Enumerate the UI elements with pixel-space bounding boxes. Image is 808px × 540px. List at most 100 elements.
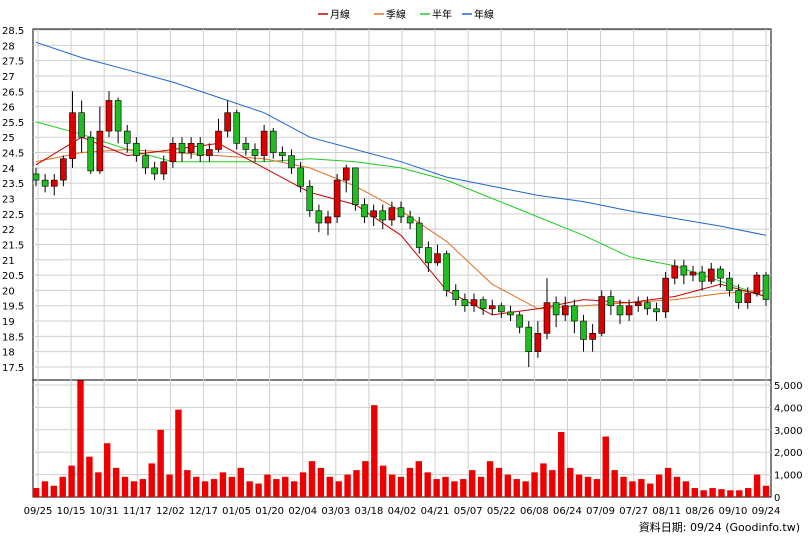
volume-bar [59, 476, 66, 497]
volume-bar [282, 476, 289, 497]
price-tick-label: 26 [2, 103, 15, 114]
candle-down [525, 326, 533, 352]
volume-bar [727, 490, 734, 497]
candle-up [434, 253, 441, 264]
candle-down [498, 305, 505, 313]
volume-bar [41, 481, 49, 497]
volume-tick-label: 0 [774, 493, 780, 504]
date-tick-label: 08/26 [685, 506, 714, 517]
candle-up [388, 207, 396, 221]
volume-bar [531, 472, 538, 497]
volume-bar [255, 483, 262, 497]
candle-down [178, 143, 186, 153]
volume-bar [397, 476, 405, 497]
volume-bar [68, 465, 75, 497]
date-tick-label: 05/07 [454, 506, 483, 517]
volume-bar [308, 461, 316, 497]
volume-bar [673, 476, 681, 497]
candle-down [516, 314, 523, 328]
candle-up [561, 305, 569, 316]
candle-down [269, 130, 277, 153]
volume-bar [753, 474, 761, 497]
candle-down [680, 265, 688, 276]
volume-bar [219, 472, 227, 497]
price-tick-label: 18 [2, 348, 15, 359]
data-date-footer: 資料日期: 09/24 (Goodinfo.tw) [638, 521, 800, 534]
candle-down [142, 155, 149, 169]
candle-down [552, 302, 560, 316]
volume-tick-label: 3,000 [774, 426, 803, 437]
candle-up [470, 299, 478, 307]
ma-line-halfyear [35, 121, 767, 297]
ma-line-month [35, 136, 767, 316]
candle-down [616, 305, 624, 316]
date-tick-label: 10/15 [57, 506, 86, 517]
price-tick-label: 24 [2, 164, 15, 175]
candle-up [324, 216, 332, 224]
volume-bar [388, 474, 396, 497]
volume-bar [86, 456, 93, 497]
date-tick-label: 10/31 [90, 506, 119, 517]
legend-label: 月線 [330, 8, 350, 21]
candle-down [78, 112, 85, 138]
date-tick-label: 09/25 [24, 506, 53, 517]
volume-bar [744, 488, 752, 497]
price-tick-label: 21 [2, 256, 15, 267]
volume-bar [344, 474, 351, 497]
date-tick-label: 09/24 [752, 506, 781, 517]
candle-up [488, 305, 496, 310]
volume-tick-label: 1,000 [774, 471, 803, 482]
candle-up [370, 210, 377, 218]
candle-up [689, 271, 697, 276]
candle-up [662, 277, 669, 313]
volume-bar [558, 432, 565, 497]
candle-down [397, 207, 405, 218]
volume-bar [495, 467, 503, 497]
candle-up [105, 100, 113, 132]
volume-bar [246, 481, 253, 497]
candle-down [233, 112, 241, 144]
volume-bar [184, 470, 191, 497]
price-tick-label: 22.5 [2, 210, 24, 221]
volume-bar [210, 479, 218, 497]
volume-bar [504, 474, 512, 497]
candle-down [425, 247, 432, 264]
candle-down [735, 290, 742, 303]
candle-up [598, 296, 606, 334]
candle-down [41, 179, 49, 187]
volume-bar [371, 405, 378, 497]
volume-bar [682, 481, 690, 497]
candle-down [297, 167, 304, 187]
legend-label: 季線 [386, 8, 406, 21]
date-tick-label: 08/11 [652, 506, 681, 517]
candle-down [653, 308, 660, 313]
date-tick-label: 03/18 [354, 506, 383, 517]
price-tick-label: 24.5 [2, 149, 24, 160]
candlesticks [32, 91, 770, 367]
price-tick-label: 20.5 [2, 271, 24, 282]
volume-bar [620, 476, 627, 497]
candle-down [279, 152, 286, 156]
volume-bar [691, 488, 698, 497]
volume-bar [157, 429, 164, 497]
candle-down [452, 290, 460, 300]
date-tick-label: 07/27 [619, 506, 648, 517]
volume-bar [460, 479, 467, 497]
candle-up [187, 143, 195, 153]
candle-down [717, 268, 724, 279]
volume-bar [718, 489, 725, 497]
volume-bar [486, 461, 494, 497]
date-tick-label: 11/17 [123, 506, 152, 517]
candle-up [215, 130, 222, 150]
volume-bar [762, 485, 770, 497]
price-tick-label: 20 [2, 286, 15, 297]
candle-down [461, 299, 469, 307]
price-tick-label: 21.5 [2, 240, 24, 251]
volume-bar [237, 467, 244, 497]
moving-average-lines [35, 41, 767, 316]
volume-bar [540, 463, 547, 497]
volume-bar [451, 481, 458, 497]
volume-bar [379, 465, 387, 497]
price-tick-label: 25.5 [2, 118, 24, 129]
price-tick-label: 19.5 [2, 302, 24, 313]
